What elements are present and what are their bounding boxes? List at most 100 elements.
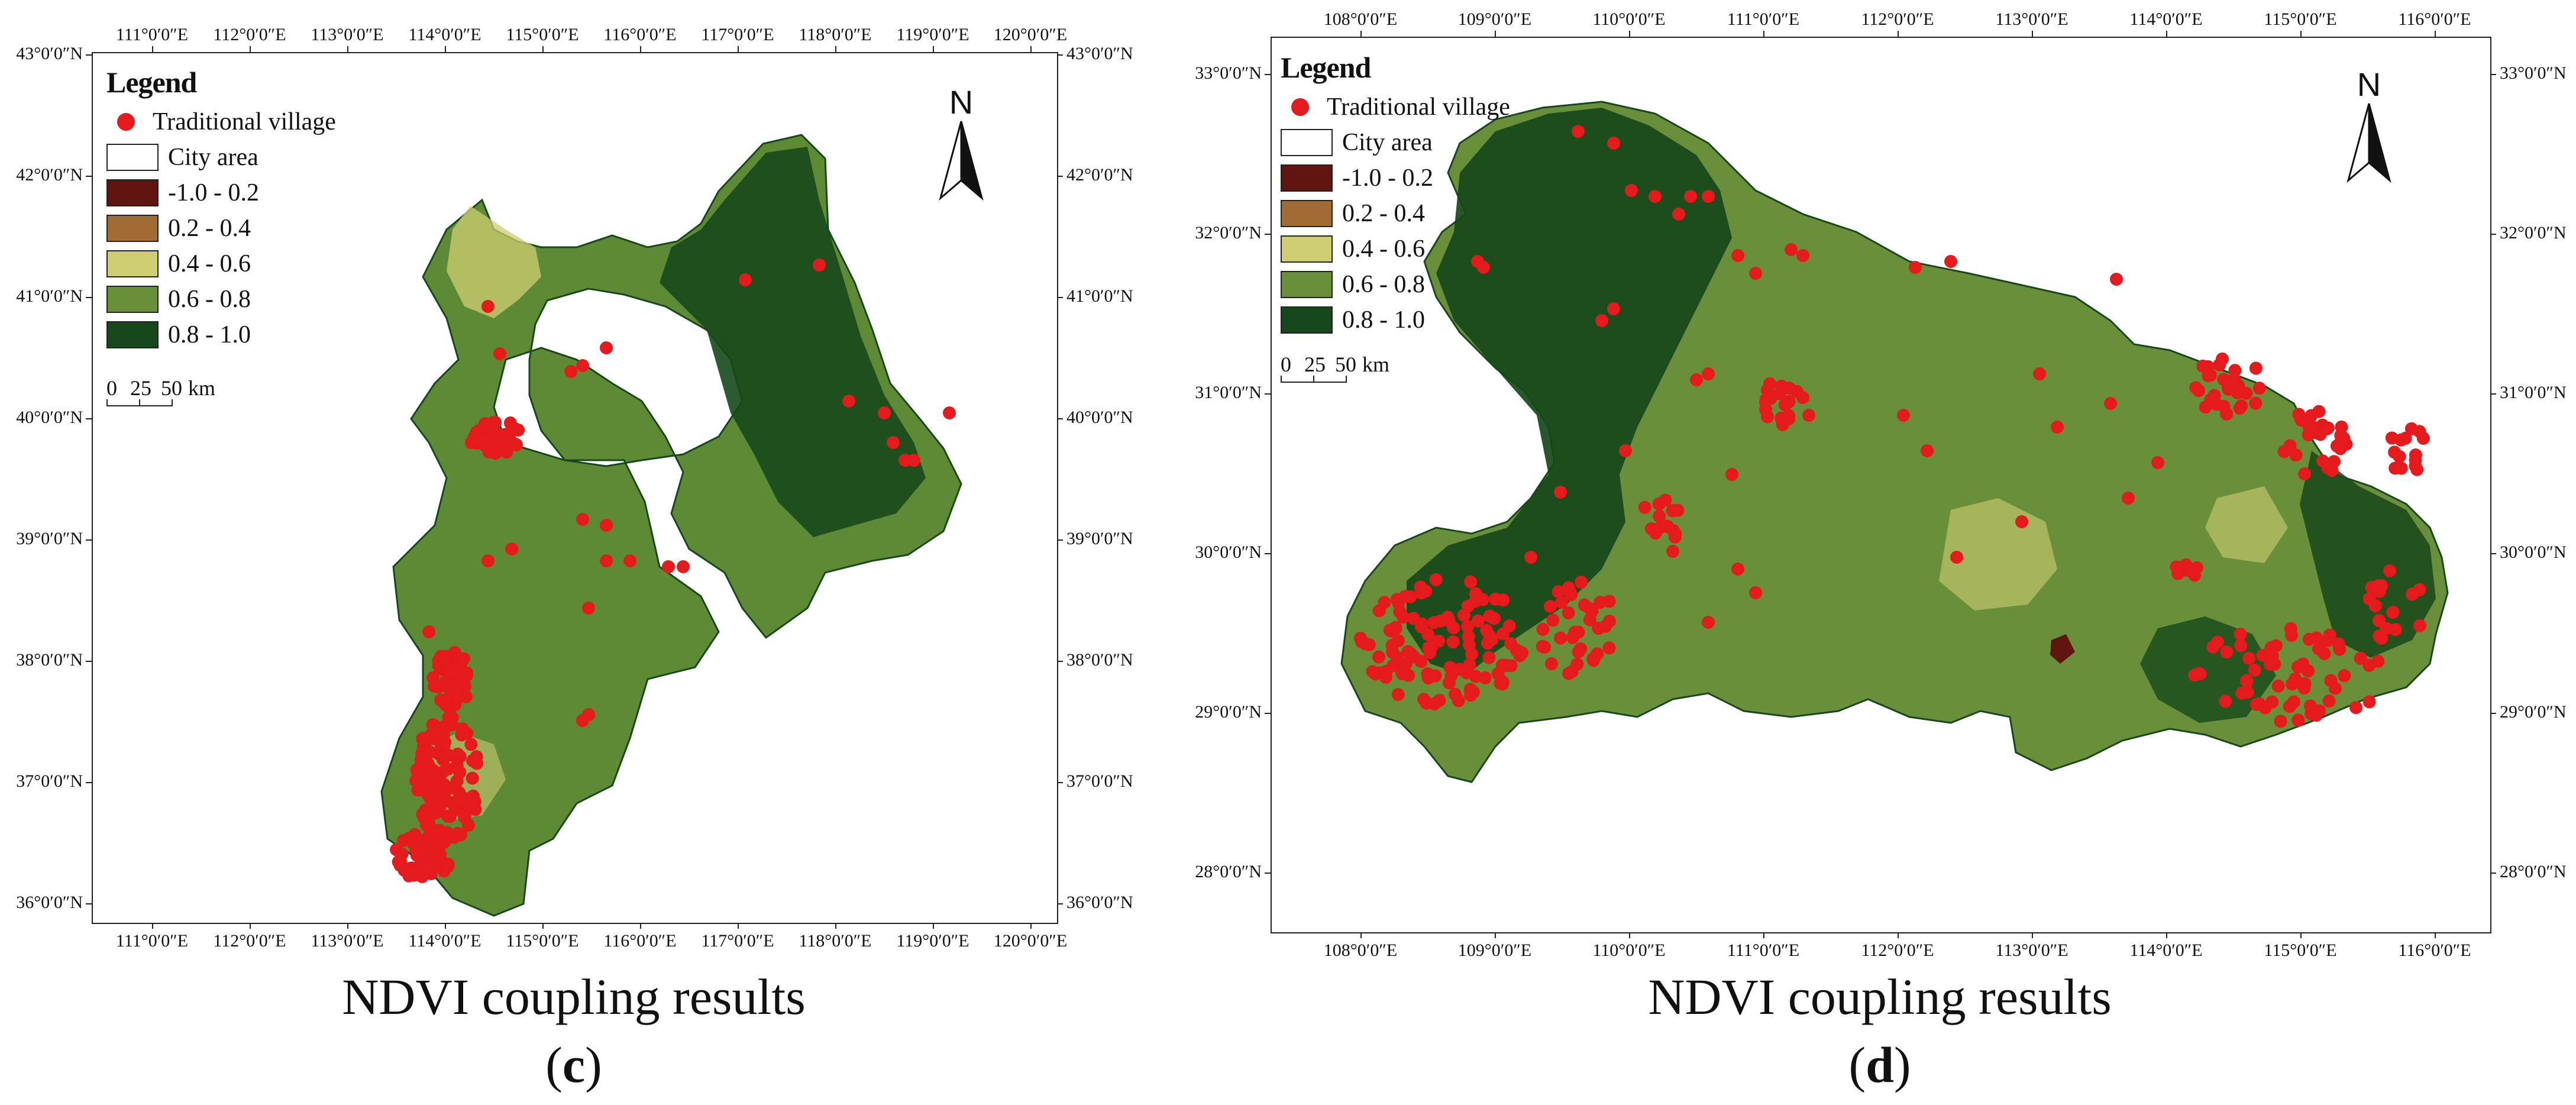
traditional-village-marker bbox=[1731, 249, 1744, 262]
map-title-c: NDVI coupling results bbox=[342, 968, 806, 1025]
latitude-tick-label: 31°0′0″N bbox=[1195, 383, 1262, 402]
legend-swatch bbox=[106, 215, 159, 242]
panel-label-letter: c bbox=[562, 1036, 586, 1093]
traditional-village-marker bbox=[2383, 564, 2397, 577]
scale-label-25: 25 bbox=[130, 376, 151, 400]
traditional-village-marker bbox=[1702, 616, 1715, 629]
scale-label-0: 0 bbox=[106, 376, 117, 400]
longitude-tick-label: 112°0′0″E bbox=[213, 25, 286, 44]
latitude-tick bbox=[2490, 873, 2496, 874]
latitude-tick bbox=[2490, 234, 2496, 235]
traditional-village-marker bbox=[1796, 391, 1809, 404]
traditional-village-marker bbox=[1372, 650, 1385, 664]
latitude-tick-label: 43°0′0″N bbox=[16, 44, 83, 63]
legend-swatch bbox=[1281, 129, 1333, 156]
traditional-village-marker bbox=[1565, 665, 1579, 678]
traditional-village-marker bbox=[436, 788, 450, 802]
traditional-village-marker bbox=[2188, 668, 2202, 682]
legend-item: Traditional village bbox=[106, 104, 336, 140]
traditional-village-marker bbox=[2322, 694, 2336, 708]
traditional-village-marker bbox=[466, 799, 480, 812]
traditional-village-marker bbox=[408, 828, 422, 841]
longitude-tick-label: 115°0′0″E bbox=[2264, 9, 2337, 29]
traditional-village-marker bbox=[1537, 641, 1551, 654]
longitude-tick bbox=[542, 46, 544, 52]
latitude-tick-label: 28°0′0″N bbox=[1195, 862, 1262, 881]
latitude-tick-label: 38°0′0″N bbox=[16, 650, 83, 670]
longitude-tick-label: 118°0′0″E bbox=[799, 25, 872, 44]
traditional-village-marker bbox=[1478, 671, 1492, 684]
traditional-village-marker bbox=[1386, 659, 1400, 673]
traditional-village-marker bbox=[1619, 444, 1632, 457]
latitude-tick bbox=[86, 782, 92, 783]
longitude-tick-label: 113°0′0″E bbox=[311, 931, 384, 951]
traditional-village-marker bbox=[2234, 639, 2248, 652]
traditional-village-marker bbox=[943, 406, 956, 419]
traditional-village-marker bbox=[2015, 515, 2028, 528]
panel-d: 108°0′0″E 109°0′0″E 110°0′0″E 111°0′0″E 112°… bbox=[1183, 0, 2576, 1105]
traditional-village-marker bbox=[2242, 651, 2256, 665]
legend-label: 0.4 - 0.6 bbox=[168, 250, 251, 277]
traditional-village-marker bbox=[1566, 631, 1579, 644]
latitude-tick-label: 32°0′0″N bbox=[1195, 223, 1262, 243]
latitude-tick bbox=[1265, 873, 1271, 874]
legend-swatch bbox=[1281, 271, 1333, 298]
traditional-village-marker bbox=[1760, 383, 1774, 397]
scale-label-50: 50 bbox=[161, 376, 182, 400]
scale-tick bbox=[172, 399, 173, 406]
legend-swatch bbox=[106, 321, 159, 348]
traditional-village-marker bbox=[2298, 467, 2312, 481]
traditional-village-marker bbox=[564, 365, 577, 378]
traditional-village-marker bbox=[1446, 635, 1460, 649]
latitude-tick-label: 33°0′0″N bbox=[2500, 63, 2567, 83]
traditional-village-marker bbox=[460, 726, 474, 740]
latitude-tick bbox=[2490, 393, 2496, 395]
latitude-tick bbox=[1265, 393, 1271, 395]
traditional-village-marker bbox=[1749, 267, 1762, 280]
latitude-tick-label: 29°0′0″N bbox=[2500, 702, 2567, 722]
longitude-tick bbox=[152, 46, 153, 52]
legend-label: 0.2 - 0.4 bbox=[168, 215, 251, 242]
legend-item: 0.6 - 0.8 bbox=[106, 282, 336, 317]
traditional-village-marker bbox=[414, 767, 428, 781]
latitude-tick-label: 33°0′0″N bbox=[1195, 63, 1262, 83]
longitude-tick-label: 113°0′0″E bbox=[1995, 941, 2068, 960]
traditional-village-marker bbox=[582, 602, 595, 615]
longitude-tick bbox=[640, 923, 641, 929]
latitude-tick bbox=[2490, 74, 2496, 75]
longitude-tick bbox=[250, 923, 251, 929]
latitude-tick-label: 30°0′0″N bbox=[1195, 542, 1262, 562]
traditional-village-marker bbox=[2349, 701, 2363, 715]
traditional-village-marker bbox=[1425, 640, 1439, 654]
traditional-village-marker bbox=[2228, 364, 2242, 377]
traditional-village-marker bbox=[1796, 249, 1809, 262]
longitude-tick bbox=[1495, 932, 1496, 938]
longitude-tick-label: 110°0′0″E bbox=[1592, 941, 1666, 960]
traditional-village-marker bbox=[1447, 621, 1460, 635]
latitude-tick-label: 28°0′0″N bbox=[2500, 862, 2567, 881]
traditional-village-marker bbox=[1414, 655, 1428, 668]
traditional-village-marker bbox=[842, 395, 855, 408]
legend-item: City area bbox=[106, 140, 336, 175]
traditional-village-marker bbox=[415, 747, 429, 760]
traditional-village-marker bbox=[2170, 560, 2183, 574]
traditional-village-marker bbox=[1433, 693, 1446, 707]
traditional-village-marker bbox=[1725, 468, 1738, 481]
traditional-village-marker bbox=[1759, 403, 1773, 416]
latitude-tick-label: 36°0′0″N bbox=[16, 893, 83, 912]
traditional-village-marker bbox=[2241, 686, 2254, 699]
longitude-tick bbox=[1360, 31, 1362, 37]
latitude-tick bbox=[1057, 661, 1063, 662]
latitude-tick bbox=[2490, 713, 2496, 714]
panel-label-d: (d) bbox=[1271, 1035, 2489, 1094]
latitude-tick bbox=[1265, 553, 1271, 554]
traditional-village-marker bbox=[1469, 594, 1482, 608]
traditional-village-marker bbox=[2324, 674, 2338, 687]
traditional-village-marker bbox=[576, 513, 589, 526]
traditional-village-marker bbox=[2213, 358, 2226, 371]
traditional-village-marker bbox=[1592, 622, 1605, 635]
traditional-village-marker bbox=[2320, 634, 2334, 647]
longitude-tick-label: 115°0′0″E bbox=[506, 931, 579, 951]
traditional-village-marker bbox=[493, 347, 506, 360]
traditional-village-marker bbox=[1463, 683, 1477, 696]
